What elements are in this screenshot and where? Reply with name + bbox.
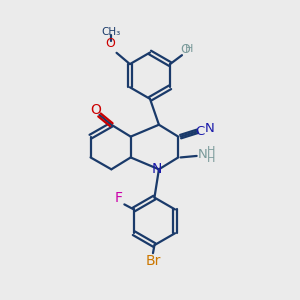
Text: N: N <box>205 122 215 135</box>
Text: H: H <box>207 146 216 157</box>
Text: H: H <box>207 154 216 164</box>
Text: O: O <box>91 103 101 117</box>
Text: C: C <box>195 125 205 138</box>
Text: O: O <box>180 43 190 56</box>
Text: F: F <box>115 191 123 206</box>
Text: Br: Br <box>145 254 161 268</box>
Text: CH₃: CH₃ <box>101 27 120 37</box>
Text: N: N <box>152 162 162 176</box>
Text: O: O <box>106 38 116 50</box>
Text: H: H <box>185 44 194 54</box>
Text: N: N <box>198 148 208 161</box>
